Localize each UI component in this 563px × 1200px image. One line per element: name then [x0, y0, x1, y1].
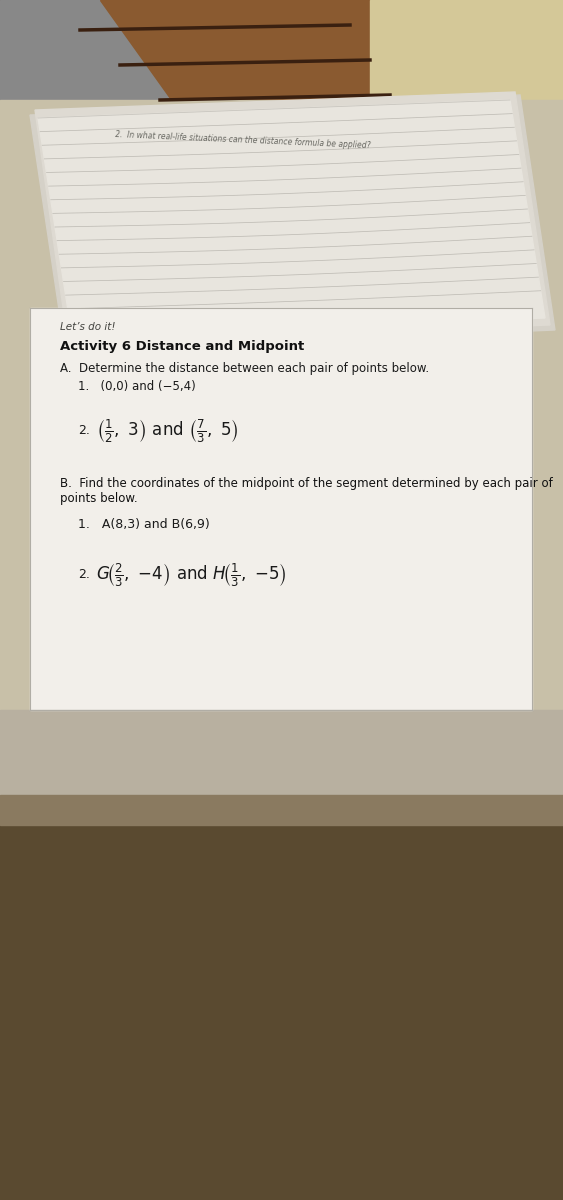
Polygon shape — [370, 0, 563, 120]
Text: Activity 6 Distance and Midpoint: Activity 6 Distance and Midpoint — [60, 340, 304, 353]
Text: 1.   (0,0) and (−5,4): 1. (0,0) and (−5,4) — [78, 380, 196, 392]
Polygon shape — [0, 0, 200, 130]
Bar — [0, 794, 563, 826]
Text: A.  Determine the distance between each pair of points below.: A. Determine the distance between each p… — [60, 362, 429, 374]
Text: $G\!\left(\frac{2}{3},\ {-4}\right)\ \mathrm{and}\ H\!\left(\frac{1}{3},\ {-5}\r: $G\!\left(\frac{2}{3},\ {-4}\right)\ \ma… — [96, 562, 287, 589]
Bar — [0, 800, 563, 1200]
Text: B.  Find the coordinates of the midpoint of the segment determined by each pair : B. Find the coordinates of the midpoint … — [60, 476, 553, 505]
Polygon shape — [30, 95, 555, 350]
Text: Let’s do it!: Let’s do it! — [60, 322, 115, 332]
Text: 2.  In what real-life situations can the distance formula be applied?: 2. In what real-life situations can the … — [115, 130, 371, 150]
Bar — [0, 710, 563, 800]
Text: 1.   A(8,3) and B(6,9): 1. A(8,3) and B(6,9) — [78, 518, 210, 530]
Polygon shape — [38, 100, 545, 336]
Polygon shape — [35, 92, 550, 343]
Polygon shape — [30, 308, 532, 710]
Polygon shape — [100, 0, 563, 140]
Text: 2.: 2. — [78, 424, 90, 437]
Bar — [0, 100, 563, 720]
Text: $\left(\frac{1}{2},\ 3\right)\ \mathrm{and}\ \left(\frac{7}{3},\ 5\right)$: $\left(\frac{1}{2},\ 3\right)\ \mathrm{a… — [96, 418, 239, 445]
Text: 2.: 2. — [78, 568, 90, 581]
